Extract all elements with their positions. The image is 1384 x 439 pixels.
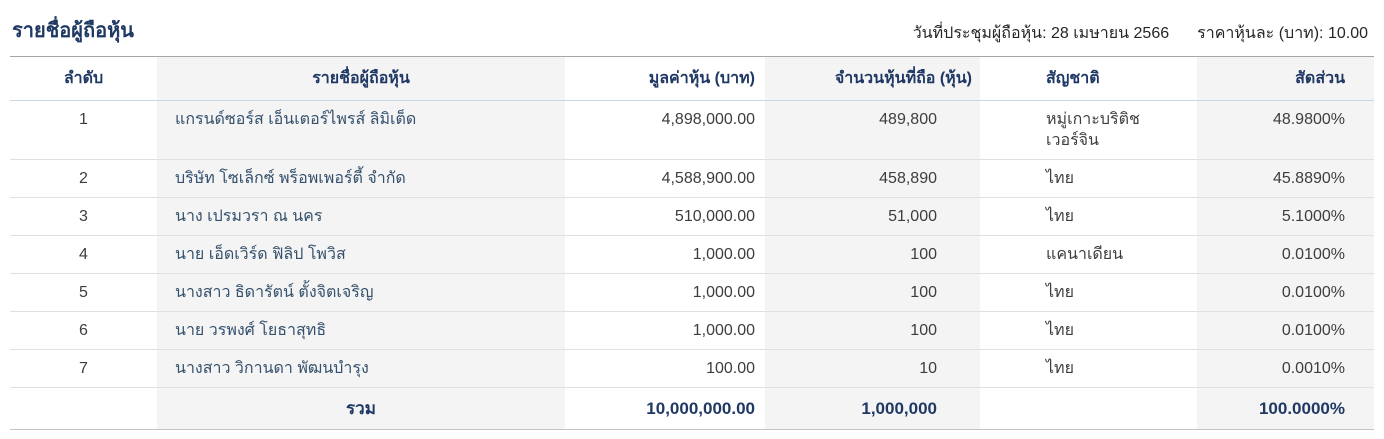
- row-no: 1: [79, 111, 88, 128]
- row-name: นางสาว ธิดารัตน์ ตั้งจิตเจริญ: [157, 273, 565, 312]
- row-shares: 51,000: [765, 197, 980, 236]
- row-shares: 458,890: [765, 159, 980, 198]
- row-value: 1,000.00: [692, 246, 755, 263]
- shareholder-row: 4 นาย เอ็ดเวิร์ด ฟิลิป โพวิส 1,000.00 100 แค…: [10, 235, 1374, 274]
- row-value: 1,000.00: [692, 322, 755, 339]
- table-header: ลำดับ รายชื่อผู้ถือหุ้น มูลค่าหุ้น (บาท)…: [10, 56, 1374, 101]
- total-nationality: [980, 388, 1197, 430]
- row-no: 7: [79, 360, 88, 377]
- topbar: รายชื่อผู้ถือหุ้น วันที่ประชุมผู้ถือหุ้น…: [10, 12, 1374, 56]
- row-no: 5: [79, 284, 88, 301]
- shareholder-row: 1 แกรนด์ซอร์ส เอ็นเตอร์ไพรส์ ลิมิเต็ด 4,89…: [10, 100, 1374, 160]
- row-no: 3: [79, 208, 88, 225]
- row-proportion: 48.9800%: [1197, 100, 1374, 160]
- total-value: 10,000,000.00: [646, 399, 755, 418]
- row-no: 4: [79, 246, 88, 263]
- header-value: มูลค่าหุ้น (บาท): [648, 70, 755, 87]
- row-value: 4,898,000.00: [661, 111, 755, 128]
- row-nationality: หมู่เกาะบริติช เวอร์จิน: [1046, 111, 1140, 149]
- meeting-date: วันที่ประชุมผู้ถือหุ้น: 28 เมษายน 2566: [913, 21, 1169, 46]
- row-nationality: ไทย: [1046, 208, 1074, 225]
- row-proportion: 0.0100%: [1197, 311, 1374, 350]
- price-per-share: ราคาหุ้นละ (บาท): 10.00: [1197, 21, 1368, 46]
- row-proportion: 0.0100%: [1197, 235, 1374, 274]
- shareholder-table: ลำดับ รายชื่อผู้ถือหุ้น มูลค่าหุ้น (บาท)…: [10, 56, 1374, 430]
- row-nationality: ไทย: [1046, 170, 1074, 187]
- row-no: 2: [79, 170, 88, 187]
- row-shares: 100: [765, 311, 980, 350]
- table-body: 1 แกรนด์ซอร์ส เอ็นเตอร์ไพรส์ ลิมิเต็ด 4,89…: [10, 100, 1374, 430]
- header-no: ลำดับ: [63, 70, 104, 87]
- row-value: 4,588,900.00: [661, 170, 755, 187]
- row-shares: 489,800: [765, 100, 980, 160]
- total-row: รวม 10,000,000.00 1,000,000 100.0000%: [10, 387, 1374, 430]
- row-proportion: 0.0100%: [1197, 273, 1374, 312]
- row-nationality: แคนาเดียน: [1046, 246, 1124, 263]
- row-proportion: 5.1000%: [1197, 197, 1374, 236]
- header-nationality: สัญชาติ: [1046, 70, 1100, 87]
- row-nationality: ไทย: [1046, 360, 1074, 377]
- row-name: นางสาว วิกานดา พัฒนบำรุง: [157, 349, 565, 388]
- row-name: แกรนด์ซอร์ส เอ็นเตอร์ไพรส์ ลิมิเต็ด: [157, 100, 565, 160]
- row-name: นาย เอ็ดเวิร์ด ฟิลิป โพวิส: [157, 235, 565, 274]
- price-per-share-value: 10.00: [1327, 25, 1368, 42]
- header-proportion: สัดส่วน: [1197, 56, 1374, 101]
- row-value: 510,000.00: [674, 208, 755, 225]
- shareholder-row: 3 นาง เปรมวรา ณ นคร 510,000.00 51,000 ไทย 5.1…: [10, 197, 1374, 236]
- shareholder-row: 2 บริษัท โซเล็กซ์ พร็อพเพอร์ตี้ จำกัด 4,58…: [10, 159, 1374, 198]
- total-no-cell: [10, 388, 157, 430]
- shareholder-row: 6 นาย วรพงศ์ โยธาสุทธิ 1,000.00 100 ไทย 0.010…: [10, 311, 1374, 350]
- row-name: บริษัท โซเล็กซ์ พร็อพเพอร์ตี้ จำกัด: [157, 159, 565, 198]
- top-info: วันที่ประชุมผู้ถือหุ้น: 28 เมษายน 2566 ร…: [913, 21, 1372, 46]
- header-name: รายชื่อผู้ถือหุ้น: [157, 56, 565, 101]
- meeting-date-value: 28 เมษายน 2566: [1050, 25, 1170, 42]
- row-shares: 100: [765, 235, 980, 274]
- row-shares: 10: [765, 349, 980, 388]
- row-no: 6: [79, 322, 88, 339]
- shareholder-row: 7 นางสาว วิกานดา พัฒนบำรุง 100.00 10 ไทย 0.00…: [10, 349, 1374, 388]
- header-shares: จำนวนหุ้นที่ถือ (หุ้น): [765, 56, 980, 101]
- row-shares: 100: [765, 273, 980, 312]
- total-shares: 1,000,000: [765, 387, 980, 430]
- row-proportion: 45.8890%: [1197, 159, 1374, 198]
- row-nationality: ไทย: [1046, 322, 1074, 339]
- row-name: นาง เปรมวรา ณ นคร: [157, 197, 565, 236]
- row-value: 100.00: [706, 360, 755, 377]
- header-row: ลำดับ รายชื่อผู้ถือหุ้น มูลค่าหุ้น (บาท)…: [10, 56, 1374, 101]
- page-title: รายชื่อผู้ถือหุ้น: [12, 20, 134, 42]
- shareholder-row: 5 นางสาว ธิดารัตน์ ตั้งจิตเจริญ 1,000.00 10…: [10, 273, 1374, 312]
- row-name: นาย วรพงศ์ โยธาสุทธิ: [157, 311, 565, 350]
- total-label: รวม: [157, 387, 565, 430]
- total-proportion: 100.0000%: [1197, 387, 1374, 430]
- price-per-share-label: ราคาหุ้นละ (บาท):: [1197, 25, 1324, 42]
- row-value: 1,000.00: [692, 284, 755, 301]
- row-proportion: 0.0010%: [1197, 349, 1374, 388]
- row-nationality: ไทย: [1046, 284, 1074, 301]
- meeting-date-label: วันที่ประชุมผู้ถือหุ้น:: [912, 25, 1047, 42]
